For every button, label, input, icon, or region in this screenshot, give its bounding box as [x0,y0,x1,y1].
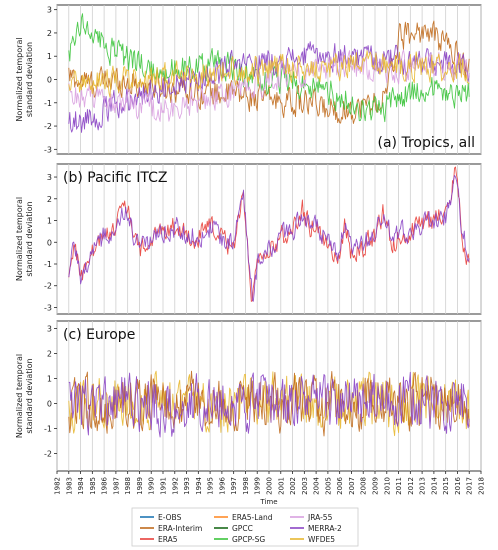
x-tick-label: 2004 [313,476,321,494]
legend-item: GPCC [214,524,253,533]
y-tick-label: -3 [44,145,52,154]
y-tick-label: -1 [44,99,52,108]
series-group [68,166,470,302]
x-tick-label: 2015 [442,477,450,495]
x-tick-label: 1991 [160,477,168,495]
x-tick-label: 1989 [136,477,144,495]
y-tick-label: 3 [47,173,52,182]
x-tick-label: 2017 [466,477,474,495]
panel-title: (c) Europe [63,327,135,343]
y-tick-label: 3 [47,325,52,334]
x-tick-label: 2009 [372,477,380,495]
series-line-gpcp-sg [68,13,470,123]
x-tick-label: 2007 [348,477,356,495]
x-tick-label: 2001 [277,477,285,495]
x-axis-label: Time [259,498,277,506]
x-tick-label: 2014 [430,476,438,494]
y-tick-label: 0 [47,238,52,247]
y-tick-label: -2 [44,450,52,459]
x-tick-label: 1993 [183,477,191,495]
legend-label: WFDE5 [308,535,335,544]
x-tick-label: 2012 [407,477,415,495]
x-tick-label: 2005 [324,477,332,495]
x-tick-label: 2006 [336,476,344,494]
x-tick-label: 2002 [289,477,297,495]
x-tick-label: 1984 [77,476,85,494]
legend-label: GPCP-SG [232,535,265,544]
y-tick-label: -2 [44,122,52,131]
legend-label: ERA5 [158,535,178,544]
x-tick-label: 1990 [148,477,156,495]
y-axis-label: Normalized temporalstandard deviation [15,197,34,281]
x-tick-label: 2016 [454,476,462,494]
panel-title: (a) Tropics, all [378,135,476,151]
legend-item: ERA5 [140,535,178,544]
x-tick-label: 2008 [360,477,368,495]
y-tick-label: 1 [47,52,52,61]
y-axis-label: Normalized temporalstandard deviation [15,354,34,438]
y-tick-label: -1 [44,260,52,269]
legend-label: E-OBS [158,513,182,522]
y-axis-label: Normalized temporalstandard deviation [15,37,34,121]
x-tick-label: 1985 [89,477,97,495]
x-tick-label: 1992 [171,477,179,495]
legend-label: ERA5-Land [232,513,273,522]
x-tick-label: 2013 [419,477,427,495]
legend-item: WFDE5 [290,535,335,544]
series-line-merra-2 [68,41,470,133]
panel-2: -3 -2 -1 0 1 2 3 Normalized temporalstandard de… [15,163,482,315]
series-line-merra-2 [68,371,470,438]
series-line-merra-2 [68,174,470,302]
legend-item: GPCP-SG [214,535,265,544]
x-tick-label: 1986 [101,476,109,494]
y-tick-label: 0 [47,76,52,85]
series-line-era5 [68,166,470,302]
series-line-jra-55 [68,49,470,122]
legend-item: JRA-55 [290,513,333,522]
y-tick-label: -3 [44,303,52,312]
legend-label: ERA-Interim [158,524,202,533]
x-tick-label: 2011 [395,477,403,495]
x-tick-label: 1987 [112,477,120,495]
legend-label: GPCC [232,524,253,533]
y-tick-label: 1 [47,217,52,226]
y-tick-label: 0 [47,400,52,409]
y-tick-label: 2 [47,29,52,38]
series-group [68,370,470,438]
y-tick-label: 2 [47,350,52,359]
y-tick-label: -2 [44,282,52,291]
x-tick-label: 1982 [54,477,62,495]
x-tick-label: 1996 [218,476,226,494]
legend-box [131,507,359,547]
legend-label: MERRA-2 [308,524,342,533]
x-tick-label: 1988 [124,477,132,495]
x-tick-label: 1995 [207,477,215,495]
x-tick-label: 1997 [230,477,238,495]
y-tick-label: 2 [47,195,52,204]
panel-3: -2 -1 0 1 2 3 Normalized temporalstandard devi… [15,320,482,472]
legend-label: JRA-55 [307,513,333,522]
panel-1: -3 -2 -1 0 1 2 3 Normalized temporalstandard de… [15,4,482,155]
y-tick-label: 1 [47,375,52,384]
x-tick-label: 2018 [478,477,486,495]
y-tick-label: 3 [47,6,52,15]
x-tick-label: 1999 [254,477,262,495]
series-line-wfde5 [68,50,470,98]
y-tick-label: -1 [44,425,52,434]
x-tick-label: 2003 [301,477,309,495]
x-tick-label: 2000 [266,477,274,495]
legend-item: ERA-Interim [140,524,202,533]
legend-item: E-OBS [140,513,182,522]
legend-item: MERRA-2 [290,524,342,533]
panel-title: (b) Pacific ITCZ [63,170,167,186]
x-tick-label: 1994 [195,476,203,494]
series-group [68,13,470,133]
x-tick-label: 1998 [242,477,250,495]
x-tick-label: 2010 [383,477,391,495]
legend-item: ERA5-Land [214,513,273,522]
x-tick-label: 1983 [65,477,73,495]
